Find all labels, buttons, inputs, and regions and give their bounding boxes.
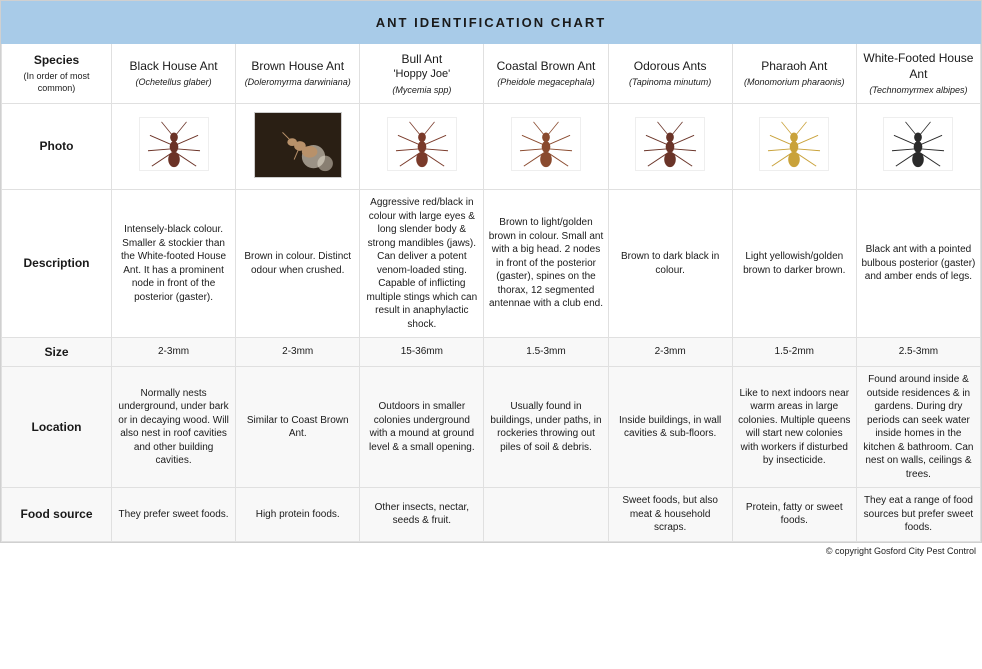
location-cell: Like to next indoors near warm areas in … (732, 367, 856, 488)
photo-cell (484, 103, 608, 190)
photo-cell (732, 103, 856, 190)
location-cell: Outdoors in smaller colonies underground… (360, 367, 484, 488)
description-cell: Brown to light/golden brown in colour. S… (484, 190, 608, 338)
scientific-name: (Pheidole megacephala) (488, 76, 603, 88)
scientific-name: (Technomyrmex albipes) (861, 84, 976, 96)
scientific-name: (Mycemia spp) (364, 84, 479, 96)
species-name: Bull Ant (364, 51, 479, 67)
row-label-location: Location (2, 367, 112, 488)
scientific-name: (Monomorium pharaonis) (737, 76, 852, 88)
chart-title: ANT IDENTIFICATION CHART (1, 1, 981, 44)
location-cell: Normally nests underground, under bark o… (112, 367, 236, 488)
size-cell: 2-3mm (608, 338, 732, 367)
species-name: Black House Ant (116, 58, 231, 74)
species-name: Pharaoh Ant (737, 58, 852, 74)
photo-cell (112, 103, 236, 190)
species-name: Coastal Brown Ant (488, 58, 603, 74)
species-cell: White-Footed House Ant (Technomyrmex albi… (856, 44, 980, 103)
species-cell: Brown House Ant (Doleromyrma darwiniana) (236, 44, 360, 103)
photo-cell (608, 103, 732, 190)
scientific-name: (Doleromyrma darwiniana) (240, 76, 355, 88)
species-name: White-Footed House Ant (861, 50, 976, 82)
species-cell: Odorous Ants (Tapinoma minutum) (608, 44, 732, 103)
ant-identification-chart: ANT IDENTIFICATION CHART Species(In orde… (0, 0, 982, 543)
species-cell: Bull Ant'Hoppy Joe' (Mycemia spp) (360, 44, 484, 103)
species-cell: Pharaoh Ant (Monomorium pharaonis) (732, 44, 856, 103)
row-label-size: Size (2, 338, 112, 367)
food-cell (484, 488, 608, 542)
species-name: Odorous Ants (613, 58, 728, 74)
description-cell: Light yellowish/golden brown to darker b… (732, 190, 856, 338)
food-cell: Other insects, nectar, seeds & fruit. (360, 488, 484, 542)
size-cell: 2-3mm (112, 338, 236, 367)
description-cell: Black ant with a pointed bulbous posteri… (856, 190, 980, 338)
description-cell: Brown in colour. Distinct odour when cru… (236, 190, 360, 338)
copyright-text: © copyright Gosford City Pest Control (0, 543, 982, 556)
ant-table: Species(In order of most common)Black Ho… (1, 44, 981, 542)
size-cell: 2.5-3mm (856, 338, 980, 367)
location-cell: Inside buildings, in wall cavities & sub… (608, 367, 732, 488)
species-name: Brown House Ant (240, 58, 355, 74)
food-cell: Protein, fatty or sweet foods. (732, 488, 856, 542)
location-cell: Found around inside & outside residences… (856, 367, 980, 488)
location-cell: Similar to Coast Brown Ant. (236, 367, 360, 488)
photo-cell (236, 103, 360, 190)
row-label-photo: Photo (2, 103, 112, 190)
row-label-species: Species(In order of most common) (2, 44, 112, 103)
photo-cell (360, 103, 484, 190)
size-cell: 15-36mm (360, 338, 484, 367)
row-label-food: Food source (2, 488, 112, 542)
description-cell: Intensely-black colour. Smaller & stocki… (112, 190, 236, 338)
description-cell: Aggressive red/black in colour with larg… (360, 190, 484, 338)
food-cell: High protein foods. (236, 488, 360, 542)
row-label-description: Description (2, 190, 112, 338)
species-nickname: 'Hoppy Joe' (364, 67, 479, 82)
size-cell: 1.5-3mm (484, 338, 608, 367)
food-cell: Sweet foods, but also meat & household s… (608, 488, 732, 542)
species-cell: Black House Ant (Ochetellus glaber) (112, 44, 236, 103)
size-cell: 2-3mm (236, 338, 360, 367)
food-cell: They eat a range of food sources but pre… (856, 488, 980, 542)
size-cell: 1.5-2mm (732, 338, 856, 367)
scientific-name: (Ochetellus glaber) (116, 76, 231, 88)
species-cell: Coastal Brown Ant (Pheidole megacephala) (484, 44, 608, 103)
food-cell: They prefer sweet foods. (112, 488, 236, 542)
location-cell: Usually found in buildings, under paths,… (484, 367, 608, 488)
description-cell: Brown to dark black in colour. (608, 190, 732, 338)
photo-cell (856, 103, 980, 190)
scientific-name: (Tapinoma minutum) (613, 76, 728, 88)
